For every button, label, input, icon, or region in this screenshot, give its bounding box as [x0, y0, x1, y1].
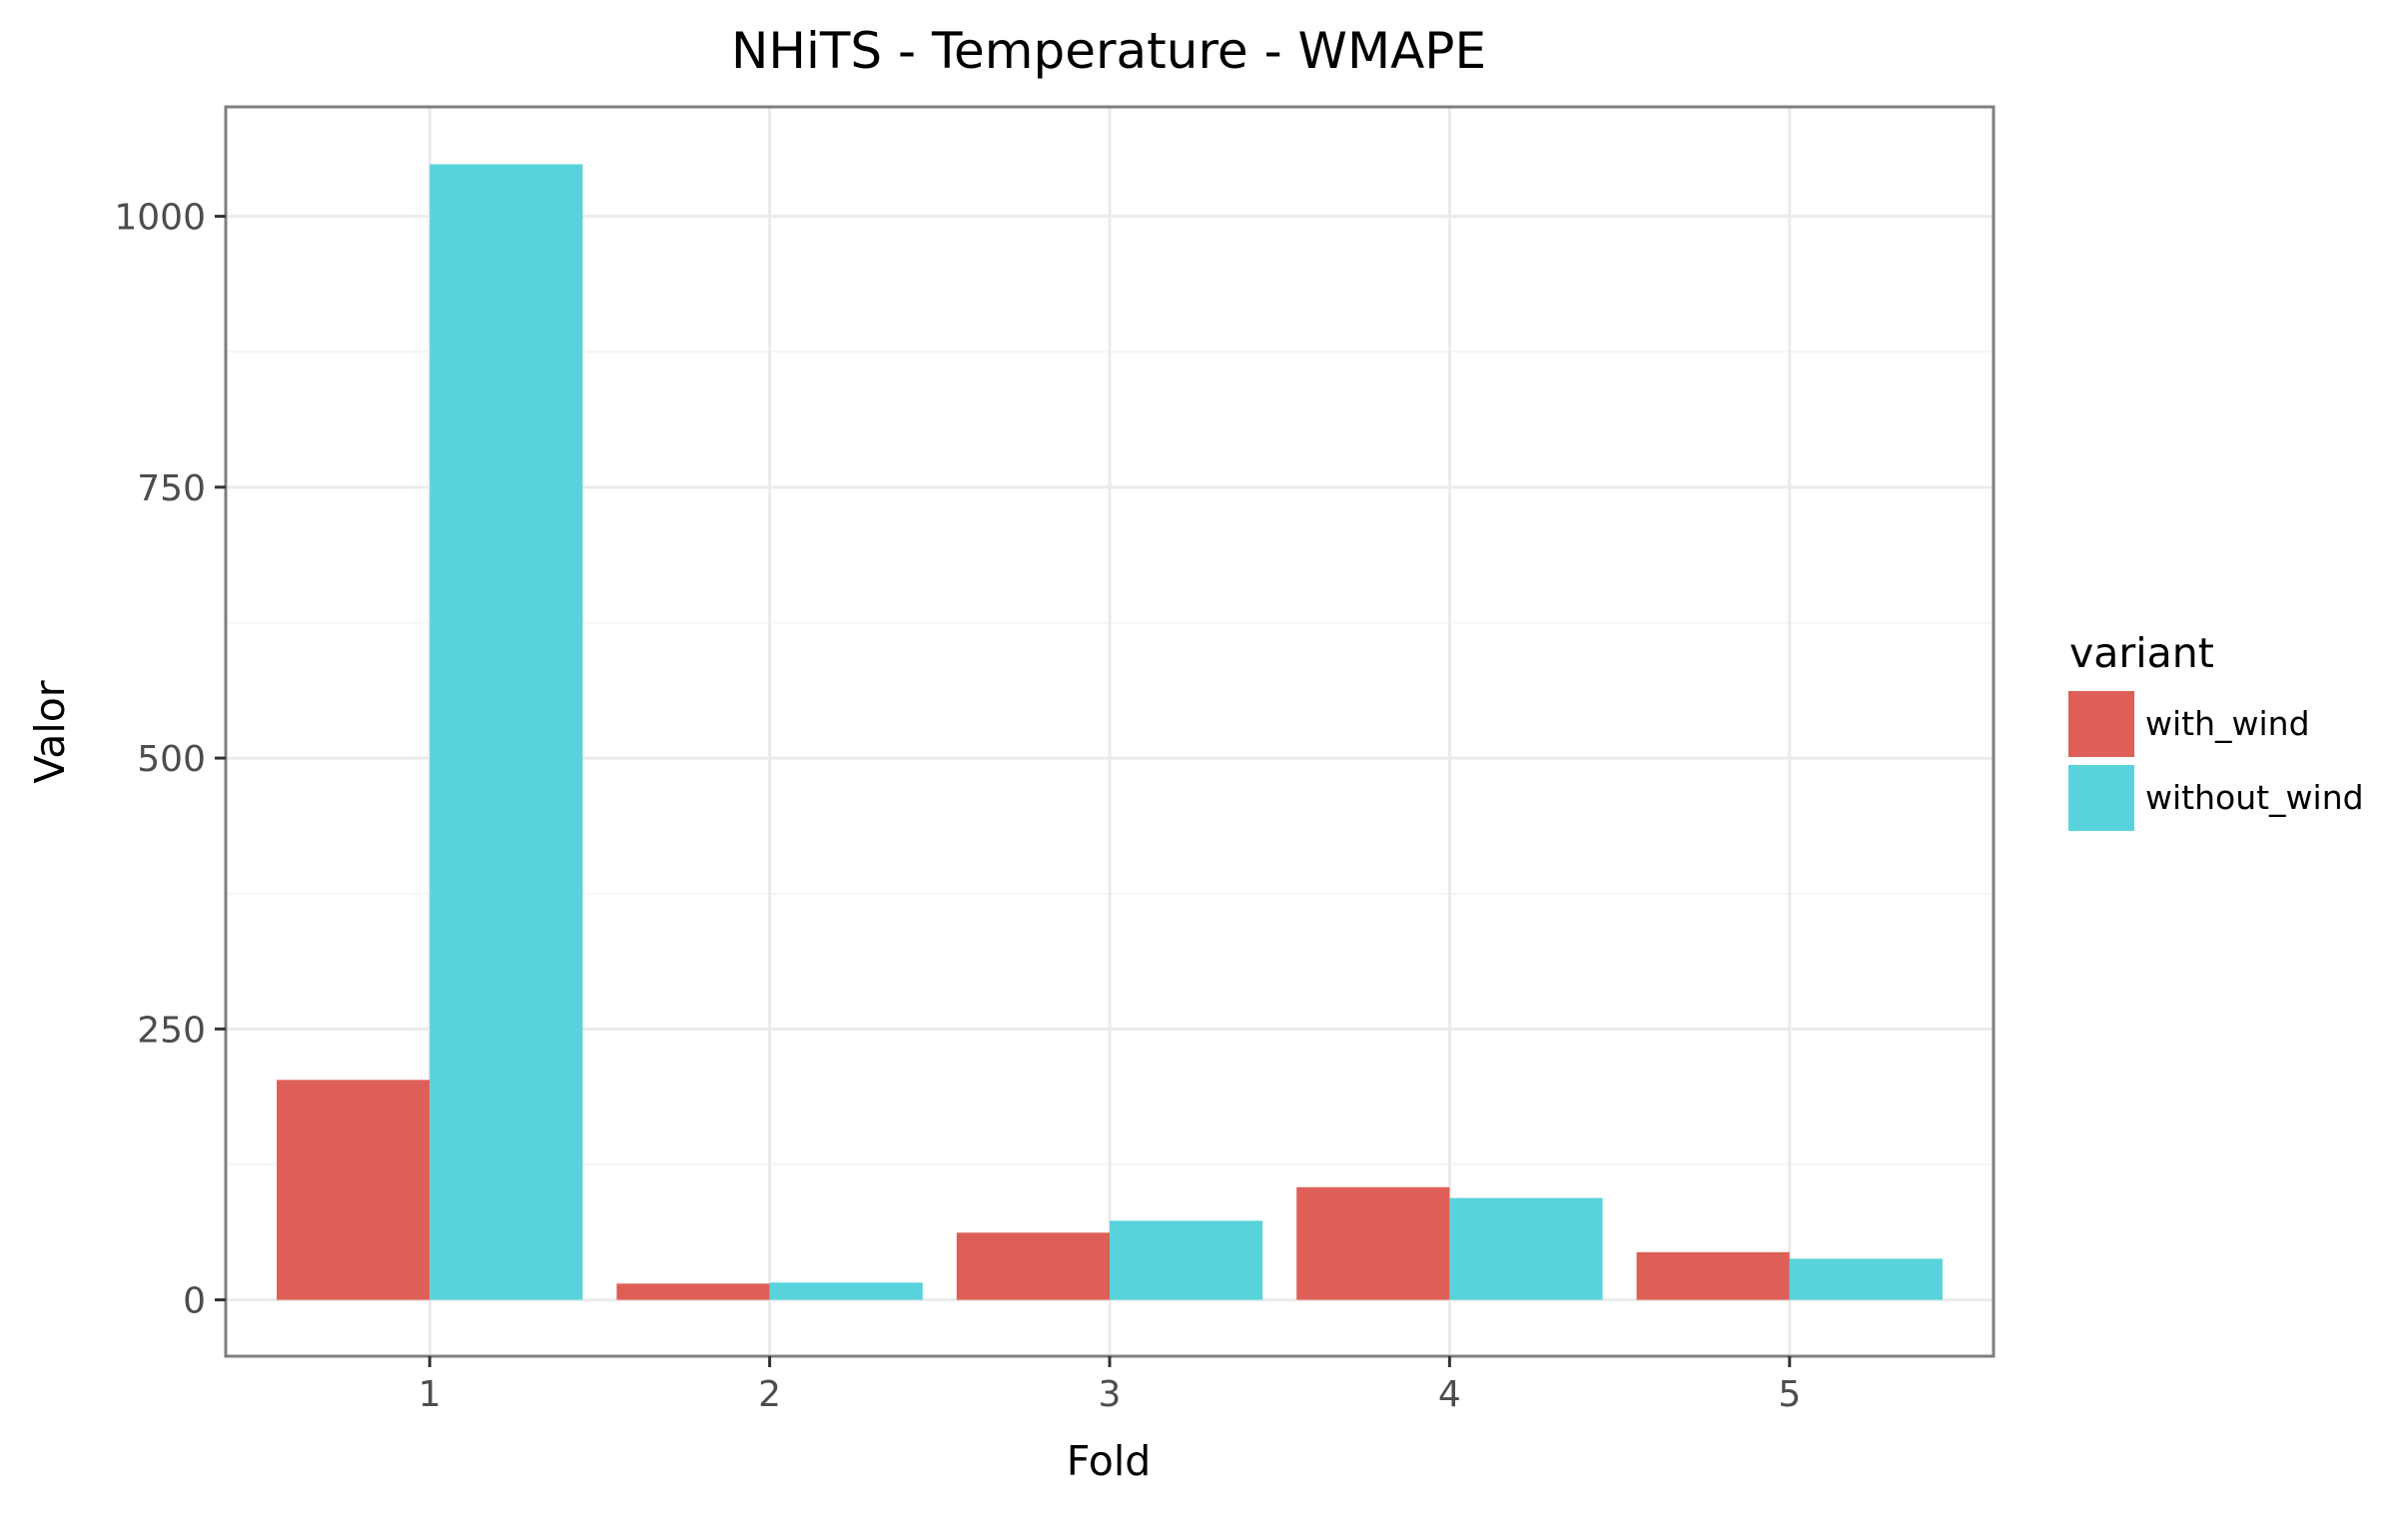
y-axis-ticks: 0 250 500 750 1000	[114, 198, 226, 1322]
bar-with-wind-fold-2	[616, 1283, 770, 1300]
bar-with-wind-fold-1	[277, 1080, 430, 1300]
bar-with-wind-fold-5	[1636, 1251, 1790, 1300]
bar-without-wind-fold-4	[1449, 1197, 1603, 1300]
y-tick-label: 1000	[114, 198, 206, 239]
bar-without-wind-fold-3	[1110, 1220, 1263, 1300]
x-tick-label: 5	[1778, 1374, 1801, 1415]
y-tick-label: 750	[137, 468, 206, 509]
legend-key-with-wind	[2068, 691, 2134, 757]
chart-title: NHiTS - Temperature - WMAPE	[731, 22, 1486, 80]
legend-key-without-wind	[2068, 765, 2134, 831]
bar-without-wind-fold-2	[769, 1282, 923, 1300]
x-tick-label: 3	[1099, 1374, 1122, 1415]
legend-label-without-wind: without_wind	[2145, 778, 2364, 817]
bar-without-wind-fold-1	[429, 164, 583, 1300]
legend-title: variant	[2069, 629, 2214, 677]
x-tick-label: 4	[1438, 1374, 1461, 1415]
bar-without-wind-fold-5	[1789, 1258, 1943, 1300]
y-tick-label: 250	[137, 1010, 206, 1051]
legend: variant with_wind without_wind	[2068, 629, 2364, 831]
legend-label-with-wind: with_wind	[2145, 704, 2310, 743]
y-tick-label: 0	[183, 1281, 206, 1322]
x-tick-label: 2	[758, 1374, 781, 1415]
bars	[277, 164, 1943, 1300]
x-axis-ticks: 1 2 3 4 5	[418, 1356, 1801, 1415]
x-tick-label: 1	[418, 1374, 441, 1415]
y-tick-label: 500	[137, 739, 206, 780]
x-axis-title: Fold	[1067, 1437, 1152, 1485]
bar-with-wind-fold-3	[956, 1232, 1110, 1300]
bar-with-wind-fold-4	[1296, 1186, 1450, 1300]
y-axis-title: Valor	[26, 680, 74, 783]
